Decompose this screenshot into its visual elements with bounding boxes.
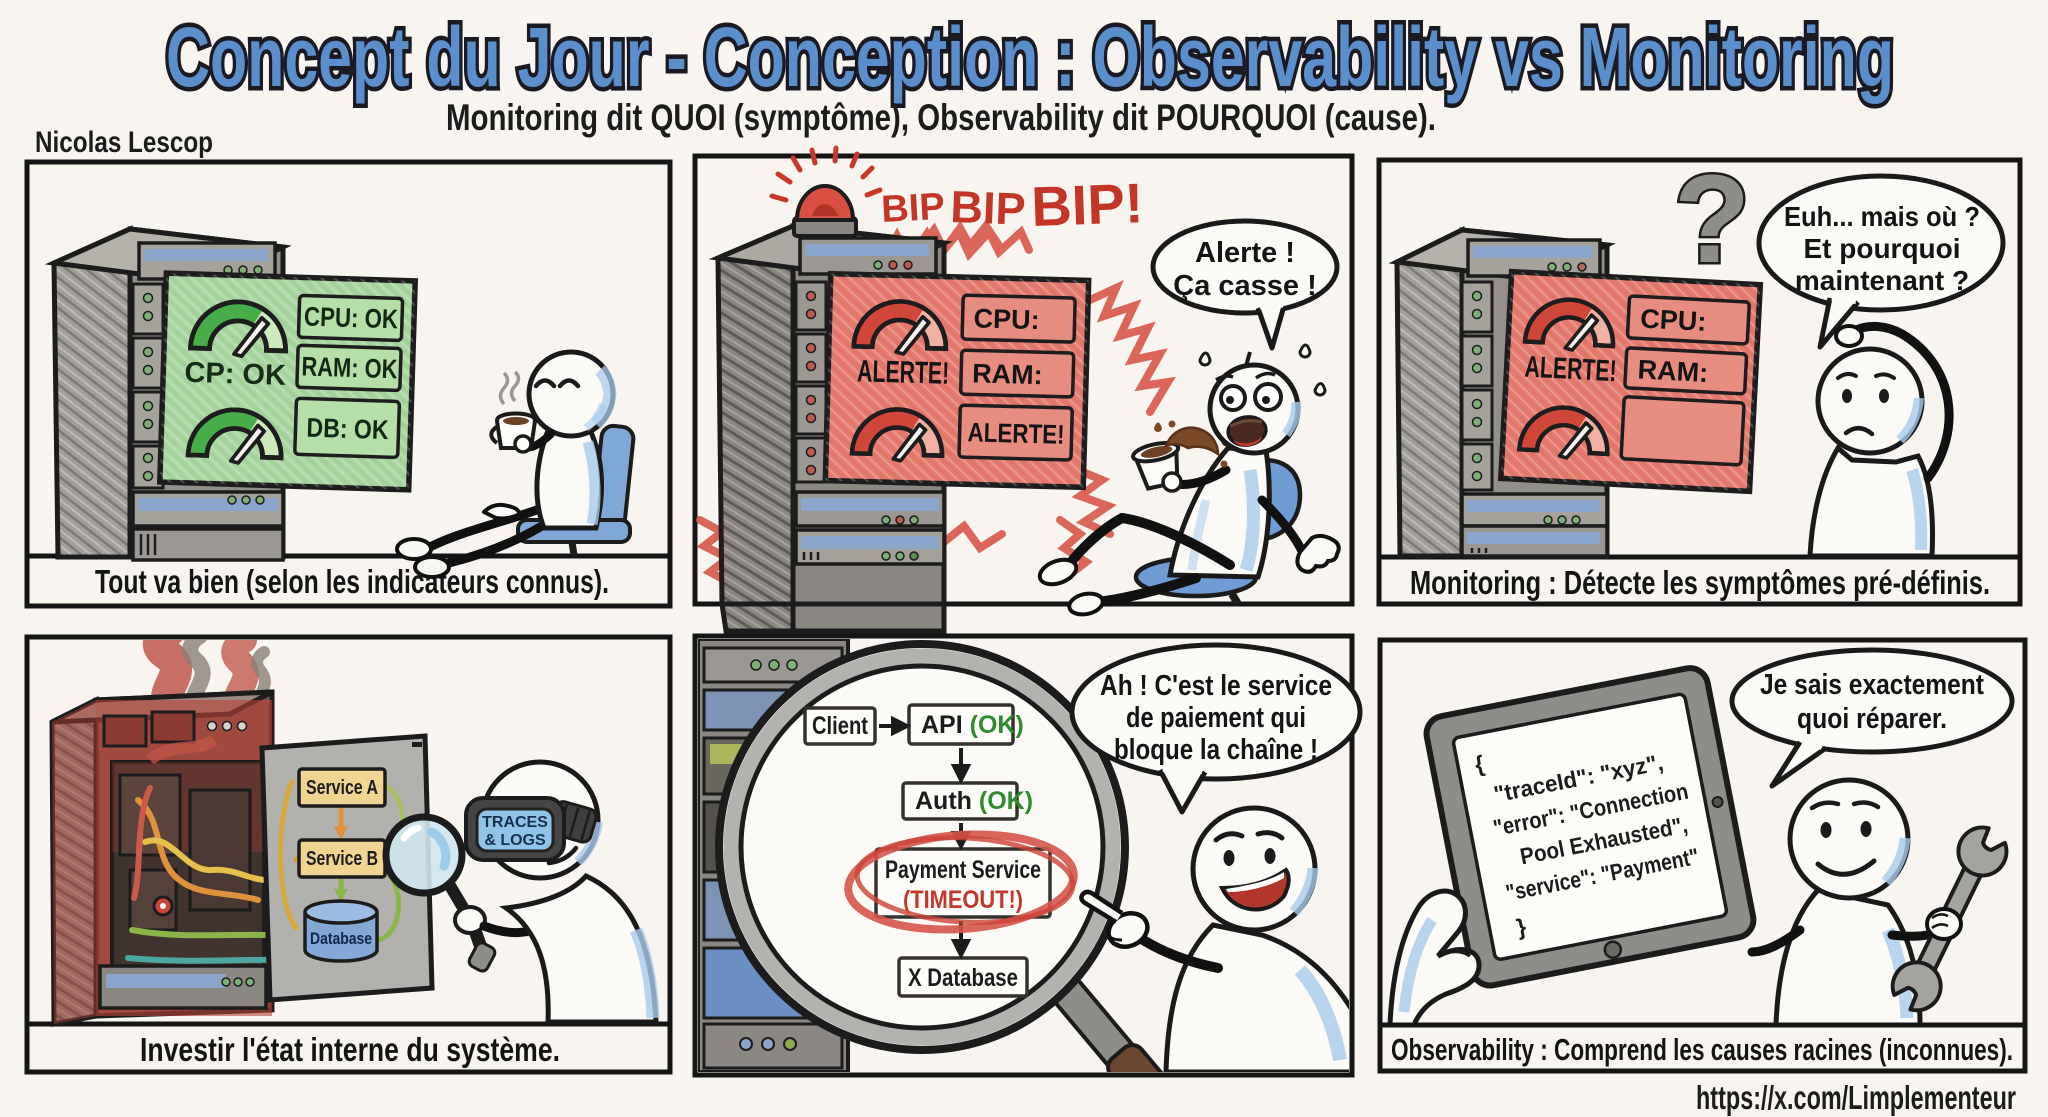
svg-text:Monitoring dit QUOI (symptôme): Monitoring dit QUOI (symptôme), Observab… (446, 97, 1436, 138)
svg-text:maintenant ?: maintenant ? (1795, 265, 1969, 296)
svg-text:X Database: X Database (908, 964, 1018, 992)
svg-text:RAM:: RAM: (972, 358, 1043, 390)
svg-text:Et pourquoi: Et pourquoi (1803, 233, 1960, 264)
svg-text:CP: OK: CP: OK (184, 357, 287, 392)
svg-text:Je sais exactement: Je sais exactement (1760, 669, 1984, 701)
svg-text:Monitoring : Détecte les sympt: Monitoring : Détecte les symptômes pré-d… (1410, 564, 1990, 601)
svg-text:Observability : Comprend les c: Observability : Comprend les causes raci… (1391, 1032, 2013, 1067)
svg-text:quoi réparer.: quoi réparer. (1797, 703, 1947, 735)
svg-text:Investir l'état interne du sys: Investir l'état interne du système. (140, 1031, 560, 1068)
svg-text:TRACES: TRACES (482, 814, 548, 831)
svg-text:Auth (OK): Auth (OK) (915, 787, 1033, 815)
svg-text:de paiement qui: de paiement qui (1126, 702, 1306, 734)
svg-text:Database: Database (310, 929, 372, 948)
svg-text:Euh... mais où ?: Euh... mais où ? (1784, 201, 1980, 232)
svg-text:Tout va bien (selon les indica: Tout va bien (selon les indicateurs conn… (95, 563, 609, 600)
svg-text:Alerte !: Alerte ! (1195, 237, 1295, 269)
svg-text:Service B: Service B (306, 848, 378, 870)
svg-text:Concept du Jour - Conception :: Concept du Jour - Conception : Observabi… (166, 10, 1894, 104)
svg-text:CPU:: CPU: (973, 303, 1040, 335)
svg-text:Ça casse !: Ça casse ! (1173, 270, 1317, 302)
svg-text:& LOGS: & LOGS (484, 832, 546, 849)
svg-text:ALERTE!: ALERTE! (1524, 350, 1618, 388)
svg-text:ALERTE!: ALERTE! (967, 417, 1065, 450)
svg-text:Ah ! C'est le service: Ah ! C'est le service (1100, 670, 1332, 702)
svg-text:DB: OK: DB: OK (306, 413, 389, 446)
svg-text:Client: Client (812, 712, 869, 740)
svg-text:bloque la chaîne !: bloque la chaîne ! (1114, 734, 1318, 766)
svg-text:CPU: OK: CPU: OK (304, 301, 399, 334)
svg-text:RAM:: RAM: (1637, 354, 1709, 388)
svg-text:RAM: OK: RAM: OK (301, 351, 398, 384)
svg-text:https://x.com/Limplementeur: https://x.com/Limplementeur (1696, 1079, 2016, 1116)
svg-text:Nicolas Lescop: Nicolas Lescop (35, 126, 213, 159)
svg-text:BIP: BIP (880, 186, 945, 231)
svg-text:Service A: Service A (306, 777, 378, 799)
svg-text:BIP!: BIP! (1030, 171, 1144, 238)
svg-text:BIP: BIP (950, 181, 1027, 235)
svg-text:Payment Service: Payment Service (885, 856, 1041, 884)
svg-text:ALERTE!: ALERTE! (857, 353, 950, 390)
svg-text:?: ? (1674, 150, 1750, 289)
svg-text:CPU:: CPU: (1640, 303, 1707, 336)
svg-text:(TIMEOUT!): (TIMEOUT!) (903, 886, 1023, 914)
svg-text:API (OK): API (OK) (921, 711, 1024, 739)
